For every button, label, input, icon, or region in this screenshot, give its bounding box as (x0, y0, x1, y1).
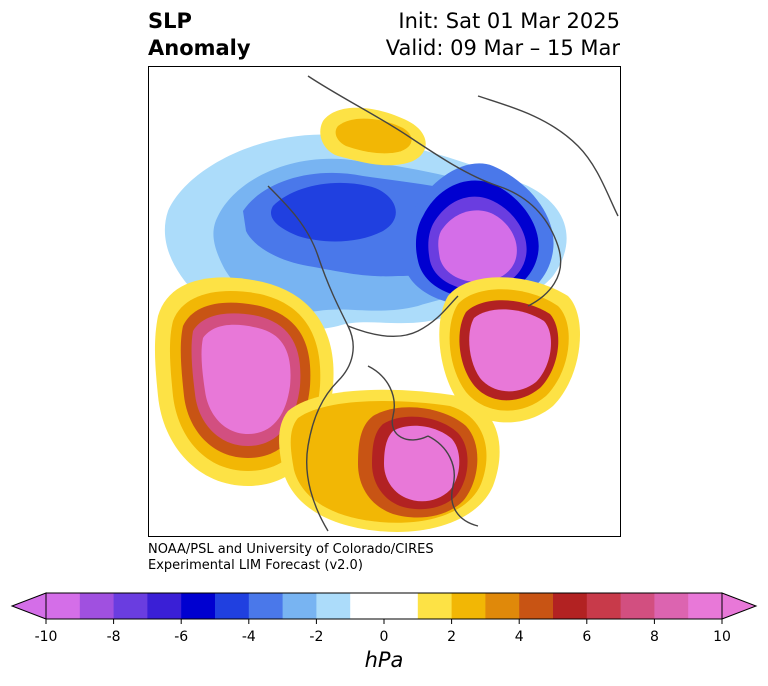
colorbar-tick-label: 6 (582, 629, 591, 645)
colorbar-tick-label: -6 (174, 629, 188, 645)
colorbar-extend-min (10, 592, 47, 620)
colorbar-cell (46, 593, 81, 619)
colorbar-tick-label: -4 (242, 629, 256, 645)
credit: NOAA/PSL and University of Colorado/CIRE… (148, 542, 434, 574)
colorbar-cell (350, 593, 385, 619)
anomaly-map (148, 66, 621, 537)
colorbar-cell (688, 593, 723, 619)
colorbar-cell (113, 593, 148, 619)
colorbar-extend-max (721, 592, 758, 620)
colorbar-tick-label: -8 (107, 629, 121, 645)
colorbar-cell (654, 593, 689, 619)
colorbar-tick-label: 8 (650, 629, 659, 645)
colorbar-cell (586, 593, 622, 619)
colorbar-cell (282, 593, 317, 619)
credit-line2: Experimental LIM Forecast (v2.0) (148, 558, 363, 573)
colorbar-cells (10, 592, 758, 620)
credit-line1: NOAA/PSL and University of Colorado/CIRE… (148, 542, 434, 557)
colorbar-cell (620, 593, 655, 619)
colorbar-cell (248, 593, 284, 619)
colorbar-tick-label: 0 (380, 629, 389, 645)
colorbar-ticks: -10 -8 -6 -4 -2 0 2 4 6 8 10 (35, 619, 731, 645)
colorbar-cell (485, 593, 520, 619)
colorbar-tick-label: 10 (713, 629, 731, 645)
valid-range: Valid: 09 Mar – 15 Mar (385, 36, 620, 60)
contour-positive-pacific-5 (201, 324, 291, 434)
colorbar: -10 -8 -6 -4 -2 0 2 4 6 8 10 (10, 592, 758, 645)
colorbar-cell (417, 593, 453, 619)
init-date: Init: Sat 01 Mar 2025 (398, 9, 620, 33)
contour-positive-arctic-2 (335, 118, 412, 154)
colorbar-cell (316, 593, 351, 619)
title-left: SLP Anomaly (148, 8, 251, 62)
coastlines (267, 75, 619, 532)
contour-negative-russia-7 (438, 210, 517, 282)
contour-positive-na-5 (384, 425, 460, 502)
colorbar-unit-label: hPa (364, 648, 404, 672)
colorbar-cell (79, 593, 115, 619)
anomaly-fields (154, 107, 580, 532)
colorbar-cell (451, 593, 486, 619)
colorbar-tick-label: -2 (309, 629, 323, 645)
colorbar-tick-label: -10 (35, 629, 58, 645)
colorbar-tick-label: 4 (515, 629, 524, 645)
colorbar-cell (215, 593, 250, 619)
contour-positive-atlantic-4 (469, 309, 551, 392)
colorbar-cell (519, 593, 554, 619)
colorbar-cell (147, 593, 182, 619)
title-variable-line2: Anomaly (148, 36, 251, 60)
title-right: Init: Sat 01 Mar 2025 Valid: 09 Mar – 15… (386, 8, 620, 62)
contour-negative-5 (270, 182, 396, 242)
colorbar-tick-label: 2 (447, 629, 456, 645)
colorbar-cell (553, 593, 588, 619)
colorbar-cell (181, 593, 216, 619)
title-variable: SLP (148, 9, 192, 33)
colorbar-cell (384, 593, 419, 619)
